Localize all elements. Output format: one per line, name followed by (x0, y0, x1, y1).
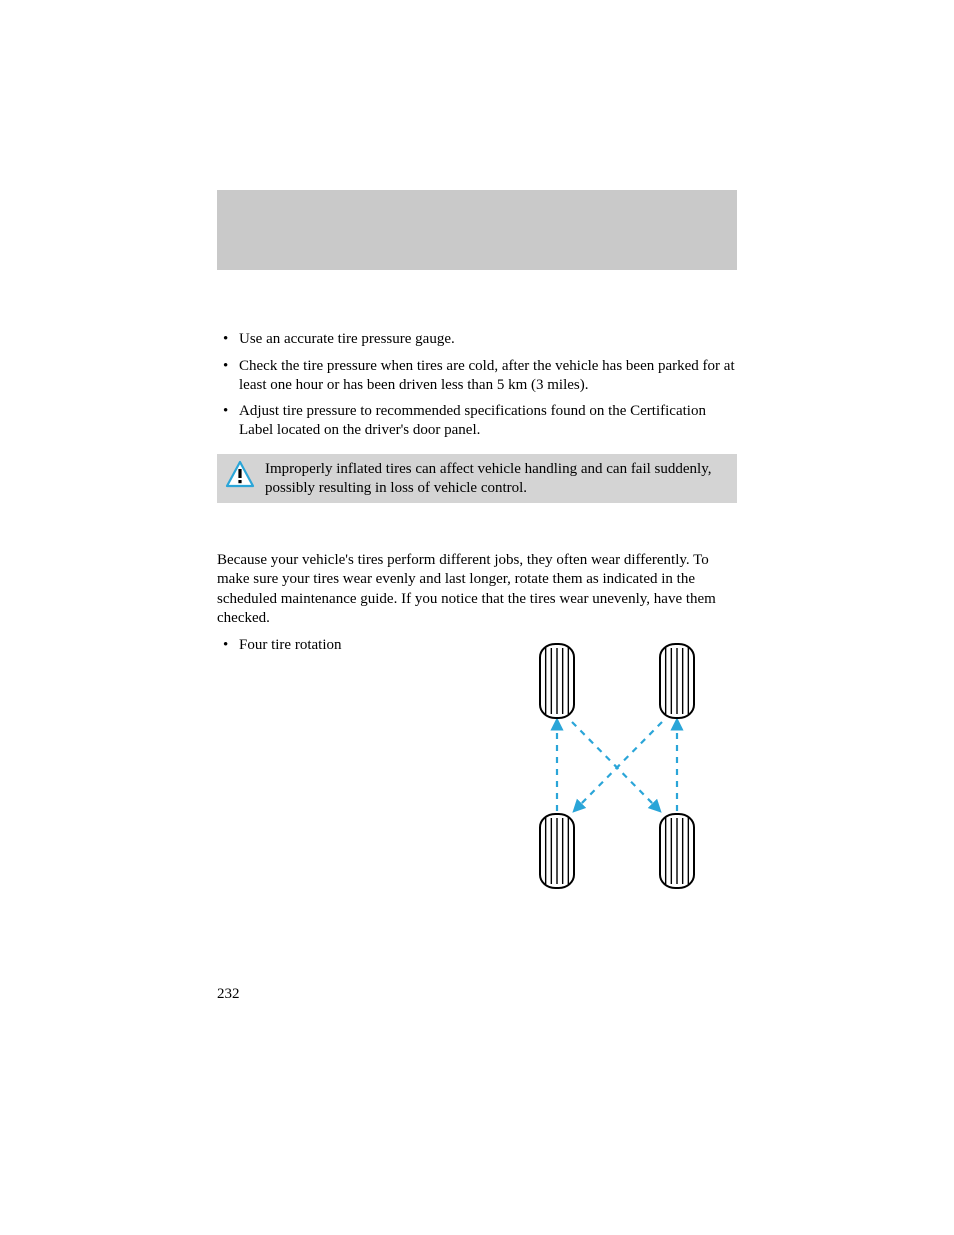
rotation-row: Four tire rotation (217, 636, 737, 902)
bullet-list-rotation: Four tire rotation (217, 636, 477, 655)
content-area: Use an accurate tire pressure gauge. Che… (217, 330, 737, 902)
tire-rotation-diagram (497, 636, 737, 902)
page: Use an accurate tire pressure gauge. Che… (0, 0, 954, 1235)
bullet-item: Four tire rotation (217, 636, 477, 655)
bullet-item: Use an accurate tire pressure gauge. (217, 330, 737, 349)
bullet-item: Adjust tire pressure to recommended spec… (217, 402, 737, 440)
header-bar (217, 190, 737, 270)
warning-icon (225, 460, 255, 494)
warning-text: Improperly inflated tires can affect veh… (265, 460, 729, 498)
warning-box: Improperly inflated tires can affect veh… (217, 454, 737, 504)
bullet-item: Check the tire pressure when tires are c… (217, 357, 737, 395)
rotation-bullet-wrap: Four tire rotation (217, 636, 477, 669)
page-number: 232 (217, 986, 240, 1003)
bullet-list-top: Use an accurate tire pressure gauge. Che… (217, 330, 737, 440)
rotation-paragraph: Because your vehicle's tires perform dif… (217, 551, 737, 628)
tire-rotation-section: TIRE ROTATION Because your vehicle's tir… (217, 551, 737, 902)
